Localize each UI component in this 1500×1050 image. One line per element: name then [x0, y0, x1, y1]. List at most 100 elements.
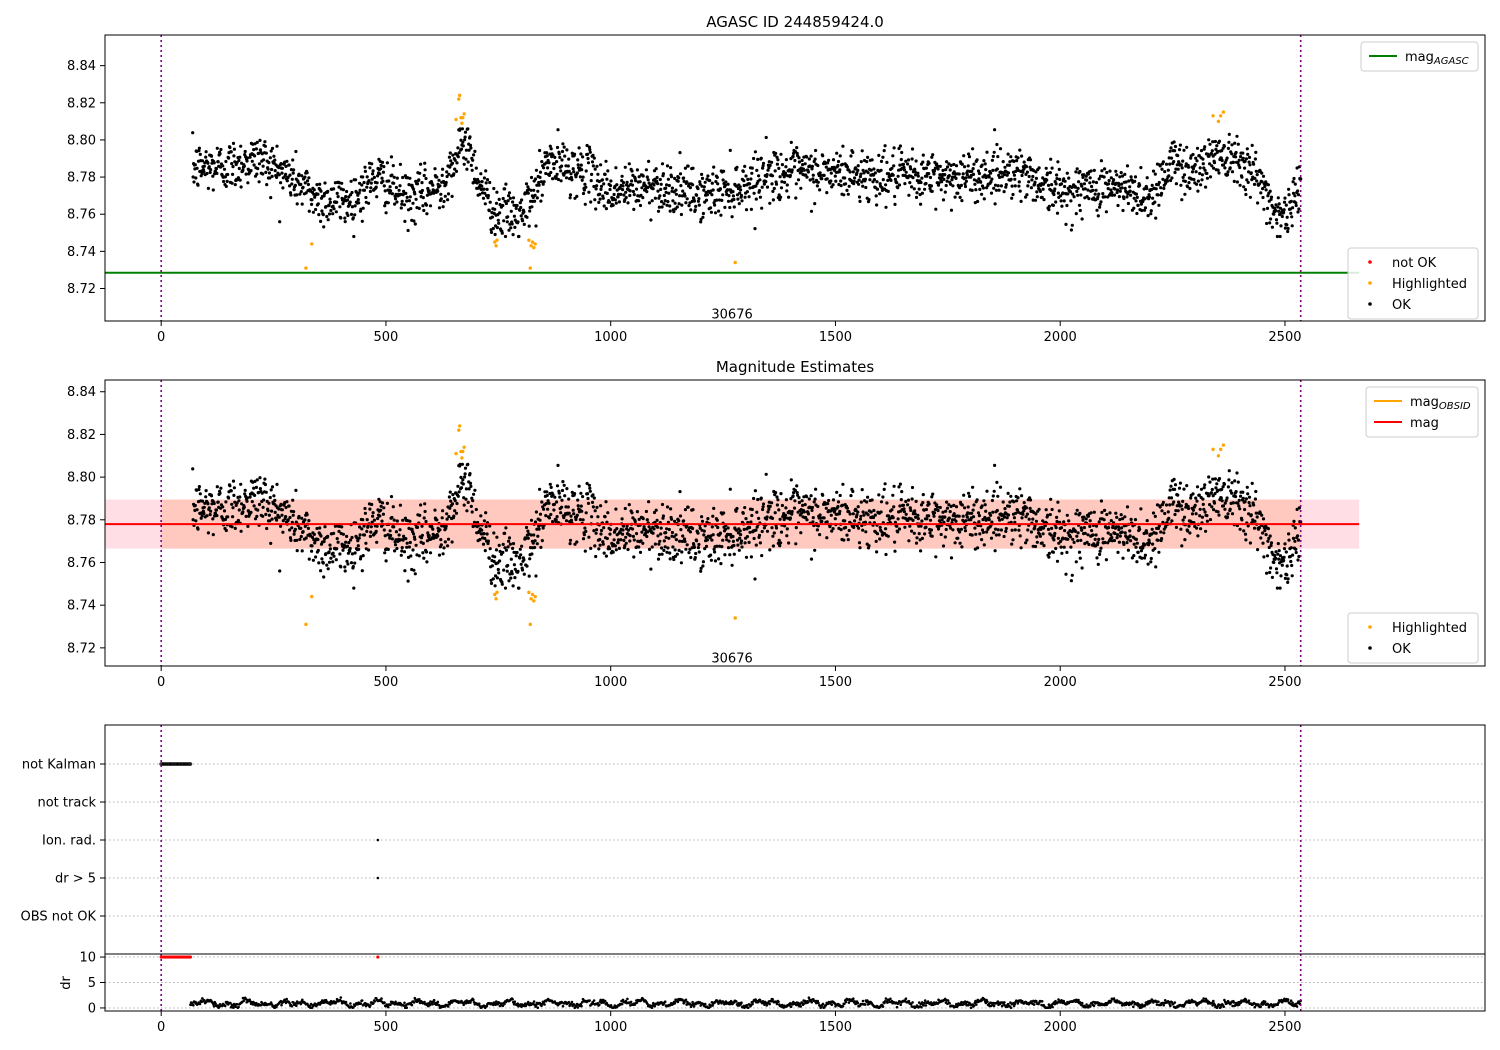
ok-point	[879, 159, 884, 163]
ok-point	[1213, 492, 1217, 496]
ok-point	[1109, 176, 1113, 180]
ok-point	[568, 542, 572, 546]
ok-point	[982, 499, 986, 503]
ok-point	[1191, 492, 1195, 496]
ok-point	[558, 495, 562, 499]
ok-point	[1252, 162, 1256, 166]
ok-point	[598, 192, 602, 196]
ok-point	[1000, 517, 1004, 521]
ok-point	[580, 178, 584, 182]
ok-point	[846, 538, 850, 542]
ok-point	[597, 200, 601, 204]
ok-point	[303, 518, 307, 522]
ok-point	[1266, 527, 1270, 531]
ok-point	[589, 179, 593, 183]
ok-point	[753, 577, 757, 581]
ok-point	[266, 509, 270, 513]
ok-point	[971, 147, 975, 151]
ok-point	[1176, 167, 1180, 171]
ok-point	[1097, 192, 1101, 196]
ok-point	[660, 552, 664, 556]
ok-point	[932, 169, 937, 173]
ok-point	[255, 172, 259, 176]
ok-point	[1227, 478, 1231, 482]
ok-point	[738, 529, 742, 533]
ok-point	[324, 552, 328, 556]
ok-point	[834, 179, 838, 183]
ok-point	[584, 169, 588, 173]
ok-point	[881, 155, 885, 159]
ok-point	[996, 184, 1000, 188]
ok-point	[1266, 539, 1270, 543]
ok-point	[1269, 543, 1273, 548]
ok-point	[1182, 487, 1186, 491]
ok-point	[411, 548, 415, 552]
ok-point	[549, 170, 553, 175]
ok-point	[672, 557, 676, 562]
ok-point	[553, 155, 557, 159]
ok-point	[413, 192, 417, 196]
ok-point	[667, 527, 671, 532]
ok-point	[1080, 184, 1084, 188]
y-tick-label: 8.76	[67, 208, 96, 223]
ok-point	[1282, 210, 1286, 214]
ok-point	[488, 524, 492, 528]
ok-point	[982, 197, 986, 201]
ok-point	[649, 218, 653, 222]
ok-point	[619, 538, 623, 542]
ok-point	[1120, 530, 1124, 534]
ok-point	[1275, 571, 1279, 575]
ok-point	[1287, 187, 1291, 191]
ok-point	[310, 198, 314, 202]
ok-point	[196, 527, 200, 531]
ok-point	[783, 171, 788, 175]
ok-point	[486, 539, 490, 543]
ok-point	[920, 519, 924, 523]
ok-point	[768, 548, 772, 552]
ok-point	[1243, 188, 1248, 192]
ok-point	[537, 183, 541, 187]
ok-point	[1143, 206, 1147, 210]
ok-point	[936, 505, 940, 509]
ok-point	[599, 528, 604, 533]
ok-point	[1084, 174, 1088, 178]
ok-point	[802, 510, 806, 514]
ok-point	[1217, 477, 1222, 481]
ok-point	[1017, 184, 1021, 188]
ok-point	[918, 193, 922, 197]
ok-point	[483, 191, 487, 195]
ok-point	[643, 531, 648, 536]
ok-point	[893, 202, 897, 206]
ok-point	[509, 226, 513, 230]
ok-point	[511, 196, 516, 200]
ok-point	[909, 508, 913, 512]
ok-point	[1139, 202, 1143, 206]
ok-point	[514, 554, 518, 558]
ok-point	[604, 554, 609, 558]
ok-point	[469, 163, 473, 167]
ok-point	[1236, 142, 1240, 146]
ok-point	[1099, 499, 1103, 503]
ok-point	[762, 526, 767, 530]
ok-point	[1004, 183, 1008, 187]
ok-point	[1025, 170, 1029, 174]
ok-point	[679, 561, 684, 565]
ok-point	[503, 546, 507, 550]
ok-point	[1114, 169, 1118, 173]
ok-point	[608, 532, 612, 536]
ok-point	[1006, 513, 1011, 517]
ok-point	[331, 204, 335, 208]
ok-point	[775, 503, 780, 507]
ok-point	[1112, 193, 1117, 197]
ok-point	[1049, 188, 1053, 192]
ok-point	[1265, 206, 1270, 210]
ok-point	[295, 549, 299, 553]
ok-point	[1024, 515, 1028, 519]
ok-point	[441, 509, 445, 513]
ok-point	[673, 176, 677, 180]
ok-point	[361, 518, 365, 522]
ok-point	[807, 497, 811, 501]
ok-point	[886, 189, 890, 193]
ok-point	[1117, 195, 1121, 199]
ok-point	[1084, 517, 1088, 521]
